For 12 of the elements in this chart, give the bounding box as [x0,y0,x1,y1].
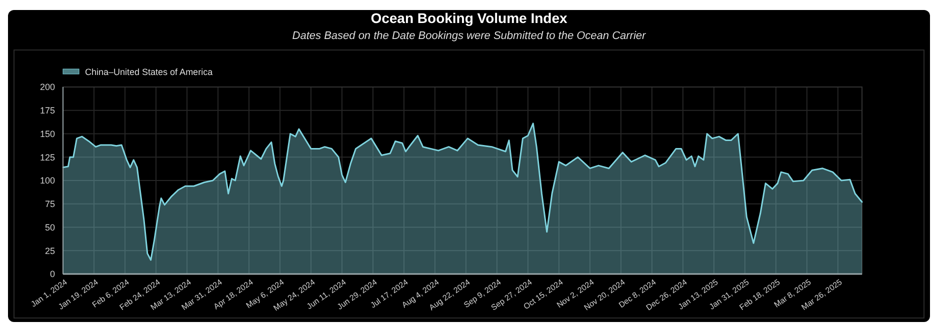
y-tick-label: 125 [40,152,55,162]
y-tick-label: 75 [44,199,55,210]
y-tick-label: 25 [44,246,55,256]
y-tick-label: 100 [40,176,55,186]
chart-subtitle: Dates Based on the Date Bookings were Submitted to the Ocean Carrier [292,30,648,42]
y-tick-label: 200 [40,82,55,92]
chart-title: Ocean Booking Volume Index [370,10,568,26]
y-tick-label: 150 [40,128,55,139]
legend-label: China–United States of America [85,67,213,78]
y-tick-label: 50 [44,222,55,232]
y-tick-label: 175 [40,106,55,116]
y-tick-label: 0 [50,269,55,280]
